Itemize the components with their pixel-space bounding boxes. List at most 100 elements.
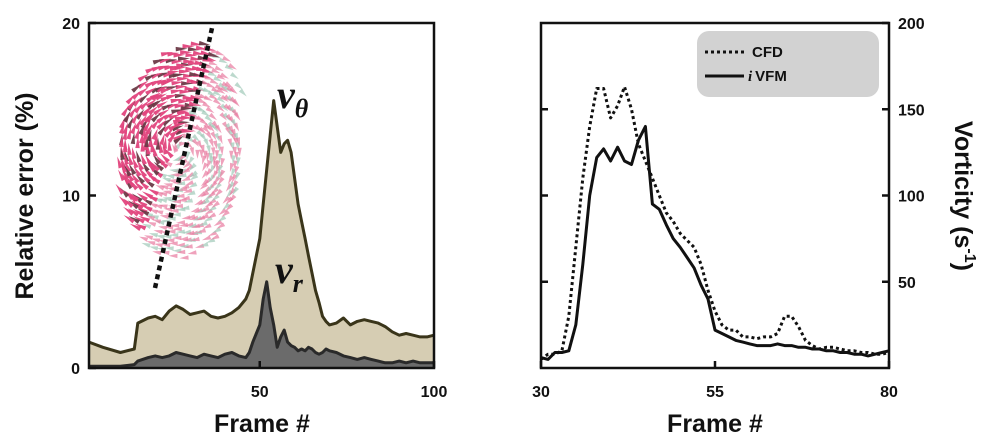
vector-arrow (156, 114, 168, 124)
vector-arrow (176, 220, 186, 225)
vector-arrow (207, 212, 217, 219)
vector-arrow (131, 90, 142, 100)
vector-arrow (128, 163, 137, 176)
vector-arrow (163, 66, 177, 71)
vector-arrow (133, 180, 144, 191)
vector-arrow (189, 173, 199, 181)
vector-arrow (153, 243, 163, 248)
right-x-axis-label: Frame # (667, 410, 763, 438)
vector-arrow (170, 172, 180, 178)
vector-arrow (197, 199, 207, 206)
vector-arrow (137, 87, 149, 97)
vector-arrow (136, 192, 148, 202)
vector-arrow (168, 123, 180, 132)
vector-arrow (183, 188, 193, 193)
vector-arrow (177, 172, 187, 178)
legend-label-ivfm: i VFM (748, 68, 787, 85)
vector-arrow (138, 123, 145, 135)
left-y-tick-label: 0 (71, 361, 80, 378)
vector-arrow (230, 72, 239, 79)
vector-arrow (206, 145, 211, 155)
vector-arrow (179, 89, 192, 95)
vector-arrow (190, 56, 203, 61)
vector-arrow (214, 124, 222, 134)
vector-arrow (203, 138, 209, 148)
vector-arrow (207, 205, 217, 212)
vector-arrow (152, 250, 162, 256)
vector-arrow (183, 73, 196, 78)
vector-arrow (162, 136, 167, 149)
vector-arrow (150, 112, 162, 123)
vector-arrow (235, 137, 241, 147)
vector-arrow (210, 147, 216, 157)
vector-arrow (151, 65, 164, 72)
vector-arrow (153, 106, 165, 116)
vector-arrow (210, 48, 221, 54)
vector-arrow (124, 190, 135, 201)
vector-arrow (176, 206, 186, 212)
vector-arrow (172, 199, 182, 204)
vector-arrow (198, 98, 208, 104)
vector-arrow (206, 82, 216, 88)
vector-arrow (177, 56, 191, 61)
vector-arrow (228, 63, 237, 70)
line-cfd (540, 85, 890, 361)
vector-arrow (123, 140, 128, 153)
right-y-tick-label: 50 (898, 275, 916, 292)
right-chart: 30 55 80 50 100 150 200 CFD i VFM Frame # Vorti… (532, 16, 978, 438)
vector-arrow (188, 182, 198, 188)
vector-arrow (175, 229, 185, 234)
area-v_r (89, 281, 434, 368)
vector-arrow (150, 72, 163, 80)
vector-arrow (207, 51, 220, 58)
vector-arrow (208, 60, 218, 66)
vector-arrow (211, 67, 221, 74)
right-data-marks (540, 85, 890, 361)
vector-arrow (145, 154, 154, 167)
vector-arrow (236, 157, 241, 167)
vector-arrow (171, 212, 181, 217)
vector-arrow (156, 101, 168, 109)
left-data-marks (88, 99, 435, 368)
vector-arrow (212, 140, 218, 150)
vector-arrow (201, 235, 212, 241)
vector-arrow (208, 138, 214, 148)
vector-arrow (178, 69, 191, 74)
vector-arrow (153, 229, 163, 235)
vector-arrow (166, 186, 176, 192)
vector-arrow (213, 75, 223, 82)
vector-arrow (213, 219, 223, 227)
vector-arrow (162, 117, 174, 127)
vector-arrow (207, 70, 218, 77)
vector-arrow (151, 99, 163, 108)
vector-arrow (129, 223, 142, 232)
vector-arrow (138, 215, 151, 223)
vector-arrow (173, 141, 179, 151)
vector-arrow (217, 176, 225, 186)
vector-arrow (172, 235, 182, 241)
vector-arrow (169, 168, 179, 173)
vector-arrow (126, 127, 132, 140)
line-v_r (89, 280, 434, 368)
vector-arrow (213, 176, 221, 185)
right-x-tick-label: 55 (706, 384, 724, 401)
vector-arrow (183, 59, 196, 64)
vector-arrow (192, 229, 203, 235)
vector-arrow (162, 72, 175, 78)
vector-arrow (140, 106, 151, 117)
vector-arrow (119, 121, 125, 135)
vector-arrow (155, 154, 166, 166)
vector-arrow (144, 135, 149, 148)
vector-arrow (202, 223, 212, 229)
vector-arrow (186, 151, 191, 161)
vector-arrow (135, 136, 140, 149)
line-v_theta (88, 99, 435, 354)
vector-arrow (205, 106, 215, 114)
vector-arrow (145, 67, 158, 74)
left-x-axis-label: Frame # (214, 410, 310, 438)
vector-arrow (199, 213, 210, 220)
vector-arrow (164, 246, 174, 251)
vector-arrow (132, 156, 139, 169)
vector-arrow (214, 150, 220, 160)
vector-arrow (167, 138, 172, 151)
